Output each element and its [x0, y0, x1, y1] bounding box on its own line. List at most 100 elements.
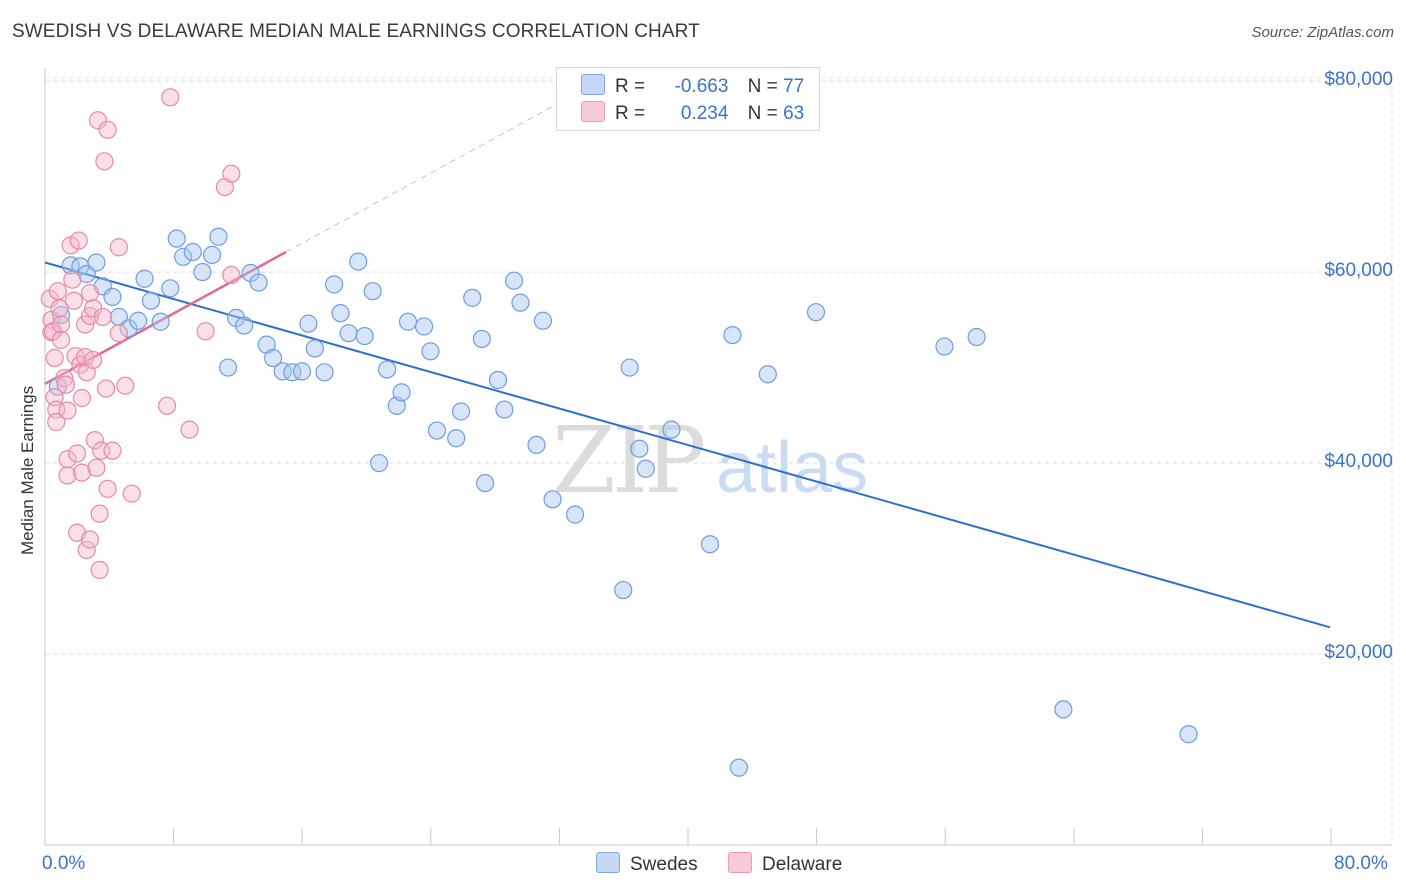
point-swedes: [193, 262, 212, 282]
point-swedes: [355, 326, 374, 346]
point-swedes: [392, 383, 411, 402]
point-delaware: [66, 347, 85, 366]
point-swedes: [325, 275, 344, 294]
point-delaware: [77, 540, 96, 560]
point-swedes: [283, 363, 302, 382]
point-delaware: [90, 504, 109, 523]
source-credit: Source: ZipAtlas.com: [1251, 24, 1394, 41]
point-swedes: [729, 758, 749, 777]
point-delaware: [109, 238, 128, 257]
point-swedes: [806, 303, 826, 322]
point-swedes: [103, 287, 122, 306]
point-swedes: [620, 358, 639, 377]
legend-r-label: R =: [615, 103, 646, 124]
series-delaware-points: [40, 88, 241, 580]
point-swedes: [331, 304, 350, 323]
point-swedes: [488, 370, 508, 390]
point-delaware: [50, 299, 69, 318]
point-delaware: [64, 291, 84, 310]
bottom-legend-delaware: Delaware: [728, 852, 842, 876]
point-swedes: [349, 252, 368, 271]
point-delaware: [87, 458, 106, 477]
point-swedes: [1054, 700, 1073, 719]
point-swedes: [758, 365, 777, 384]
point-delaware: [157, 396, 177, 415]
point-swedes: [662, 420, 681, 439]
bottom-swatch-delaware: [728, 852, 752, 873]
trend-line-delaware-extension: [285, 102, 560, 253]
point-delaware: [98, 479, 117, 498]
point-swedes: [967, 327, 986, 347]
point-delaware: [85, 431, 104, 450]
y-tick-label: $80,000: [1324, 69, 1393, 91]
bottom-legend-label: Delaware: [762, 854, 843, 875]
point-delaware: [103, 441, 122, 460]
point-swedes: [363, 282, 382, 301]
point-swedes: [378, 360, 397, 379]
point-delaware: [84, 350, 103, 370]
point-swedes: [504, 271, 524, 290]
trend-lines: [44, 102, 1331, 629]
point-delaware: [93, 307, 112, 327]
point-swedes: [1179, 725, 1198, 744]
point-swedes: [119, 319, 138, 338]
point-swedes: [387, 396, 406, 415]
point-swedes: [427, 421, 447, 440]
legend-n-label: N =: [747, 76, 778, 97]
point-swedes: [511, 293, 530, 312]
point-swedes: [167, 229, 186, 248]
legend-n-value-swedes: 77: [783, 76, 805, 97]
legend-n-label: N =: [747, 103, 778, 124]
point-swedes: [476, 474, 495, 493]
bottom-legend-label: Swedes: [630, 854, 698, 875]
x-tick-max: 80.0%: [1334, 853, 1388, 874]
point-swedes: [543, 490, 562, 509]
point-delaware: [68, 444, 87, 463]
point-swedes: [636, 459, 655, 478]
point-swedes: [935, 337, 954, 356]
point-delaware: [51, 315, 71, 334]
y-tick-label: $60,000: [1324, 260, 1393, 282]
point-swedes: [370, 453, 389, 473]
legend-n-value-delaware: 63: [783, 103, 805, 124]
bottom-swatch-swedes: [596, 852, 620, 873]
point-delaware: [116, 376, 135, 395]
point-swedes: [263, 348, 283, 368]
point-delaware: [80, 283, 100, 303]
point-delaware: [90, 560, 109, 580]
point-swedes: [414, 317, 434, 336]
y-tick-label: $40,000: [1324, 451, 1393, 473]
point-swedes: [315, 363, 334, 382]
point-delaware: [72, 389, 92, 408]
point-delaware: [122, 484, 141, 503]
legend-r-value-delaware: 0.234: [680, 103, 729, 124]
point-delaware: [55, 368, 74, 388]
point-swedes: [151, 312, 170, 331]
point-swedes: [630, 439, 649, 458]
watermark: ZIP atlas: [552, 407, 868, 514]
watermark-zip: ZIP: [552, 407, 703, 514]
point-delaware: [222, 265, 241, 285]
point-swedes: [174, 247, 193, 266]
point-delaware: [180, 420, 199, 439]
series-swedes-points: [48, 227, 1198, 777]
point-delaware: [63, 270, 82, 289]
point-delaware: [80, 530, 100, 549]
point-swedes: [723, 325, 742, 345]
point-swedes: [161, 279, 180, 298]
point-swedes: [273, 362, 292, 381]
axes: [44, 68, 1392, 846]
legend-row-delaware: R = 0.234 N = 63: [581, 101, 804, 127]
point-swedes: [447, 429, 466, 448]
point-swedes: [305, 339, 324, 358]
point-swedes: [565, 505, 585, 524]
point-swedes: [421, 342, 440, 361]
point-delaware: [48, 282, 67, 301]
bottom-legend-swedes: Swedes: [596, 852, 698, 876]
point-swedes: [135, 269, 154, 288]
legend-r-value-swedes: -0.663: [674, 76, 729, 97]
point-delaware: [47, 412, 66, 432]
chart-title: SWEDISH VS DELAWARE MEDIAN MALE EARNINGS…: [12, 21, 700, 42]
point-delaware: [58, 401, 77, 420]
